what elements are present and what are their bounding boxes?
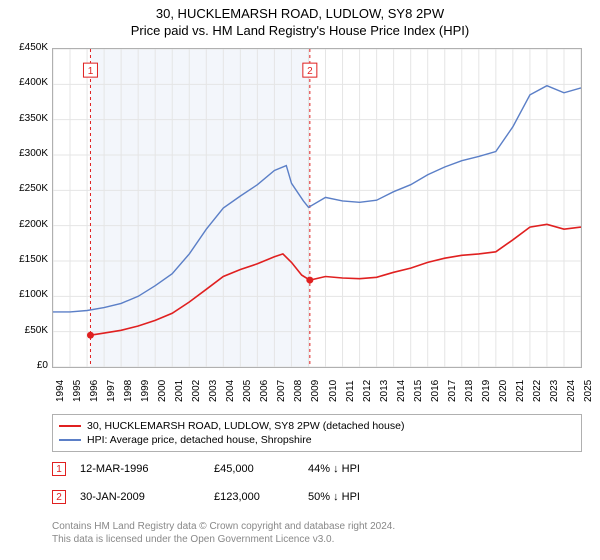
y-tick-label: £100K [4,289,48,300]
y-tick-label: £200K [4,219,48,230]
x-tick-label: 2008 [293,380,304,402]
sale-date: 30-JAN-2009 [80,491,200,503]
attribution: Contains HM Land Registry data © Crown c… [52,520,582,546]
x-tick-label: 2023 [549,380,560,402]
x-tick-label: 2018 [464,380,475,402]
sale-pct: 50% ↓ HPI [308,491,428,503]
legend-swatch [59,439,81,441]
sale-date: 12-MAR-1996 [80,463,200,475]
chart-svg: 12 [53,49,581,367]
y-tick-label: £50K [4,325,48,336]
legend: 30, HUCKLEMARSH ROAD, LUDLOW, SY8 2PW (d… [52,414,582,452]
x-tick-label: 2005 [242,380,253,402]
x-tick-label: 2003 [208,380,219,402]
y-tick-label: £450K [4,42,48,53]
legend-label: HPI: Average price, detached house, Shro… [87,433,312,447]
y-tick-label: £0 [4,360,48,371]
y-tick-label: £300K [4,148,48,159]
x-tick-label: 1997 [106,380,117,402]
x-tick-label: 2017 [447,380,458,402]
attribution-line: Contains HM Land Registry data © Crown c… [52,520,582,533]
sale-row: 2 30-JAN-2009 £123,000 50% ↓ HPI [52,490,582,504]
sale-row: 1 12-MAR-1996 £45,000 44% ↓ HPI [52,462,582,476]
x-tick-label: 2000 [157,380,168,402]
x-tick-label: 2024 [566,380,577,402]
legend-swatch [59,425,81,427]
x-tick-label: 2025 [583,380,594,402]
x-tick-label: 2006 [259,380,270,402]
y-tick-label: £400K [4,77,48,88]
x-tick-label: 2016 [430,380,441,402]
x-tick-label: 2001 [174,380,185,402]
x-tick-label: 2013 [379,380,390,402]
x-axis-labels: 1994 1995 1996 1997 1998 1999 2000 2001 2002 2003… [52,372,582,408]
x-tick-label: 1998 [123,380,134,402]
x-tick-label: 2020 [498,380,509,402]
x-tick-label: 2004 [225,380,236,402]
y-tick-label: £150K [4,254,48,265]
svg-text:2: 2 [307,66,313,77]
x-tick-label: 1994 [55,380,66,402]
chart-container: 30, HUCKLEMARSH ROAD, LUDLOW, SY8 2PW Pr… [0,0,600,560]
legend-item: 30, HUCKLEMARSH ROAD, LUDLOW, SY8 2PW (d… [59,419,575,433]
legend-item: HPI: Average price, detached house, Shro… [59,433,575,447]
x-tick-label: 1995 [72,380,83,402]
sale-price: £123,000 [214,491,294,503]
x-tick-label: 2015 [413,380,424,402]
x-tick-label: 2009 [310,380,321,402]
chart-plot-area: 12 [52,48,582,368]
attribution-line: This data is licensed under the Open Gov… [52,533,582,546]
y-tick-label: £250K [4,183,48,194]
y-tick-label: £350K [4,113,48,124]
title-sub: Price paid vs. HM Land Registry's House … [0,23,600,38]
sale-price: £45,000 [214,463,294,475]
x-tick-label: 2012 [362,380,373,402]
legend-label: 30, HUCKLEMARSH ROAD, LUDLOW, SY8 2PW (d… [87,419,404,433]
x-tick-label: 2010 [328,380,339,402]
title-main: 30, HUCKLEMARSH ROAD, LUDLOW, SY8 2PW [0,6,600,21]
sale-pct: 44% ↓ HPI [308,463,428,475]
sale-marker-icon: 2 [52,490,66,504]
svg-text:1: 1 [88,66,94,77]
titles: 30, HUCKLEMARSH ROAD, LUDLOW, SY8 2PW Pr… [0,0,600,38]
x-tick-label: 2011 [345,380,356,402]
x-tick-label: 1999 [140,380,151,402]
x-tick-label: 2002 [191,380,202,402]
x-tick-label: 2019 [481,380,492,402]
x-tick-label: 2021 [515,380,526,402]
x-tick-label: 2022 [532,380,543,402]
sale-marker-icon: 1 [52,462,66,476]
x-tick-label: 1996 [89,380,100,402]
x-tick-label: 2007 [276,380,287,402]
x-tick-label: 2014 [396,380,407,402]
